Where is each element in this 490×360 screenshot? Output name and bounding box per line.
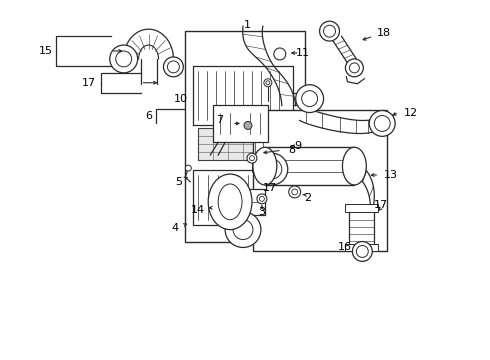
Circle shape [295, 85, 323, 113]
Circle shape [356, 246, 368, 257]
Bar [265, 147, 354, 185]
Ellipse shape [343, 147, 367, 185]
Bar [253, 109, 387, 251]
Circle shape [319, 21, 340, 41]
Text: 6: 6 [145, 111, 152, 121]
Circle shape [233, 220, 253, 239]
Text: 9: 9 [294, 141, 301, 151]
Circle shape [374, 116, 390, 131]
Bar [345, 243, 378, 251]
Circle shape [289, 186, 301, 198]
Bar [243, 189, 265, 215]
Bar [198, 129, 288, 160]
Circle shape [164, 57, 183, 77]
Text: 16: 16 [338, 243, 351, 252]
Circle shape [244, 121, 252, 129]
Text: 18: 18 [377, 28, 392, 38]
Circle shape [274, 48, 286, 60]
Text: 7: 7 [217, 116, 224, 126]
Bar [345, 204, 378, 212]
Text: 2: 2 [304, 193, 311, 203]
Text: 14: 14 [191, 205, 205, 215]
Circle shape [249, 156, 254, 161]
Bar [193, 170, 293, 225]
Text: 8: 8 [288, 145, 295, 155]
Text: 3: 3 [258, 207, 266, 217]
Text: 12: 12 [404, 108, 418, 117]
Circle shape [352, 242, 372, 261]
Text: 15: 15 [39, 46, 53, 56]
Text: 10: 10 [173, 94, 187, 104]
Circle shape [168, 61, 179, 73]
Circle shape [247, 153, 257, 163]
Text: 13: 13 [384, 170, 398, 180]
Ellipse shape [253, 147, 277, 185]
Text: 17: 17 [82, 78, 96, 88]
Text: 4: 4 [172, 222, 179, 233]
Text: 17: 17 [263, 183, 277, 193]
Bar [349, 208, 374, 249]
Circle shape [292, 189, 298, 195]
Circle shape [262, 159, 282, 179]
Circle shape [185, 165, 191, 171]
Circle shape [345, 59, 363, 77]
Circle shape [256, 153, 288, 185]
Circle shape [302, 91, 318, 107]
Circle shape [259, 196, 265, 201]
Circle shape [116, 51, 132, 67]
Ellipse shape [218, 184, 242, 220]
Circle shape [257, 194, 267, 204]
Text: 1: 1 [244, 20, 250, 30]
Bar [213, 105, 268, 142]
Bar [185, 31, 305, 242]
Circle shape [323, 25, 336, 37]
Circle shape [110, 45, 138, 73]
Circle shape [266, 81, 270, 85]
Circle shape [264, 79, 272, 87]
Text: 17: 17 [374, 200, 388, 210]
Text: 11: 11 [295, 48, 310, 58]
Circle shape [225, 212, 261, 247]
Circle shape [349, 63, 359, 73]
Text: 5: 5 [175, 177, 182, 187]
Circle shape [369, 111, 395, 136]
Ellipse shape [208, 174, 252, 230]
